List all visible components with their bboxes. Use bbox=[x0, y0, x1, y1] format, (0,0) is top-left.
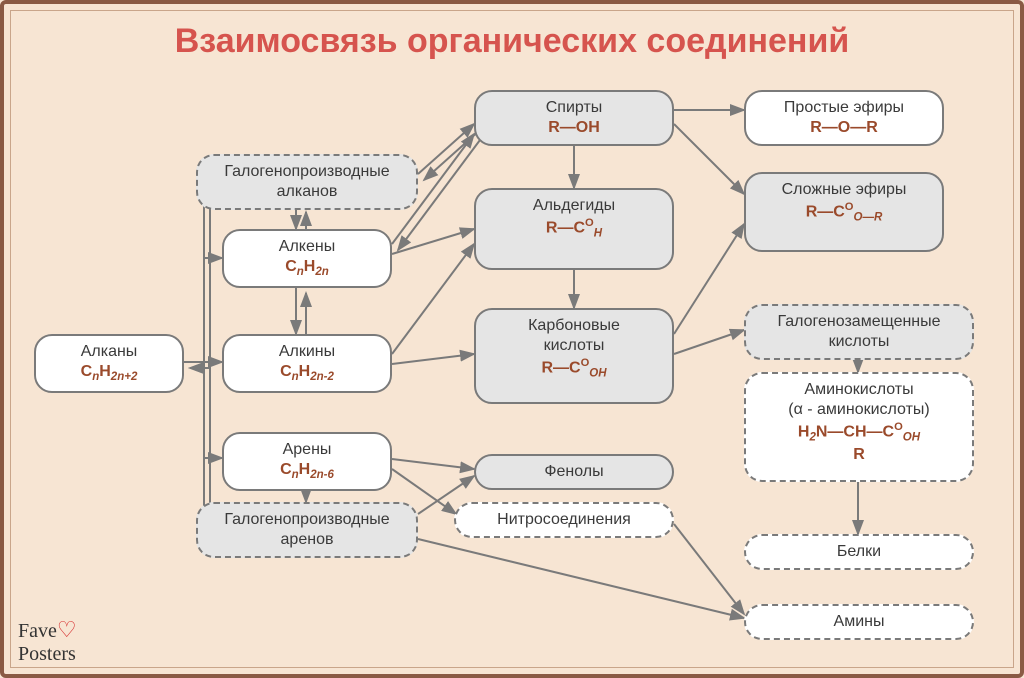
node-formula: CnH2n bbox=[234, 257, 380, 280]
node-alkenes: АлкеныCnH2n bbox=[222, 229, 392, 288]
node-label: Алканы bbox=[46, 342, 172, 362]
node-label: Спирты bbox=[486, 98, 662, 118]
node-arenes: АреныCnH2n-6 bbox=[222, 432, 392, 491]
node-formula: R—COH bbox=[486, 216, 662, 241]
logo: Fave♡ Posters bbox=[18, 617, 77, 666]
node-formula: CnH2n-2 bbox=[234, 362, 380, 385]
node-simple_ethers: Простые эфирыR—O—R bbox=[744, 90, 944, 146]
node-label: Сложные эфиры bbox=[756, 180, 932, 200]
node-label: Алкины bbox=[234, 342, 380, 362]
node-label: Аминокислоты(α - аминокислоты) bbox=[756, 380, 962, 420]
node-label: Карбоновыекислоты bbox=[486, 316, 662, 356]
node-aldehydes: АльдегидыR—COH bbox=[474, 188, 674, 270]
node-label: Амины bbox=[756, 612, 962, 632]
node-halo_acids: Галогенозамещенныекислоты bbox=[744, 304, 974, 360]
node-alkynes: АлкиныCnH2n-2 bbox=[222, 334, 392, 393]
node-formula: R—COO—R bbox=[756, 200, 932, 225]
node-label: Белки bbox=[756, 542, 962, 562]
logo-text-2: Posters bbox=[18, 643, 76, 665]
node-alkanes: АлканыCnH2n+2 bbox=[34, 334, 184, 393]
node-carboxylic: КарбоновыекислотыR—COOH bbox=[474, 308, 674, 404]
node-halo_arenes: Галогенопроизводныеаренов bbox=[196, 502, 418, 558]
node-label: Галогенозамещенныекислоты bbox=[756, 312, 962, 352]
node-label: Альдегиды bbox=[486, 196, 662, 216]
node-nitro: Нитросоединения bbox=[454, 502, 674, 538]
node-formula: CnH2n-6 bbox=[234, 460, 380, 483]
node-alcohols: СпиртыR—OH bbox=[474, 90, 674, 146]
node-label: Простые эфиры bbox=[756, 98, 932, 118]
node-label: Алкены bbox=[234, 237, 380, 257]
node-label: Галогенопроизводныеаренов bbox=[208, 510, 406, 550]
node-complex_esters: Сложные эфирыR—COO—R bbox=[744, 172, 944, 252]
node-amines: Амины bbox=[744, 604, 974, 640]
node-amino_acids: Аминокислоты(α - аминокислоты)H2N—CH—COO… bbox=[744, 372, 974, 482]
node-formula: R—OH bbox=[486, 118, 662, 138]
node-label: Галогенопроизводныеалканов bbox=[208, 162, 406, 202]
node-label: Фенолы bbox=[486, 462, 662, 482]
node-label: Нитросоединения bbox=[466, 510, 662, 530]
logo-text-1: Fave bbox=[18, 620, 57, 642]
title-text: Взаимосвязь органических соединений bbox=[175, 22, 850, 60]
node-proteins: Белки bbox=[744, 534, 974, 570]
node-label: Арены bbox=[234, 440, 380, 460]
node-formula: R—O—R bbox=[756, 118, 932, 138]
node-phenols: Фенолы bbox=[474, 454, 674, 490]
node-formula: R—COOH bbox=[486, 356, 662, 381]
node-halo_alkanes: Галогенопроизводныеалканов bbox=[196, 154, 418, 210]
diagram-title: Взаимосвязь органических соединений bbox=[4, 22, 1020, 61]
node-formula: H2N—CH—COOHR bbox=[756, 420, 962, 465]
node-formula: CnH2n+2 bbox=[46, 362, 172, 385]
heart-icon: ♡ bbox=[57, 617, 77, 642]
